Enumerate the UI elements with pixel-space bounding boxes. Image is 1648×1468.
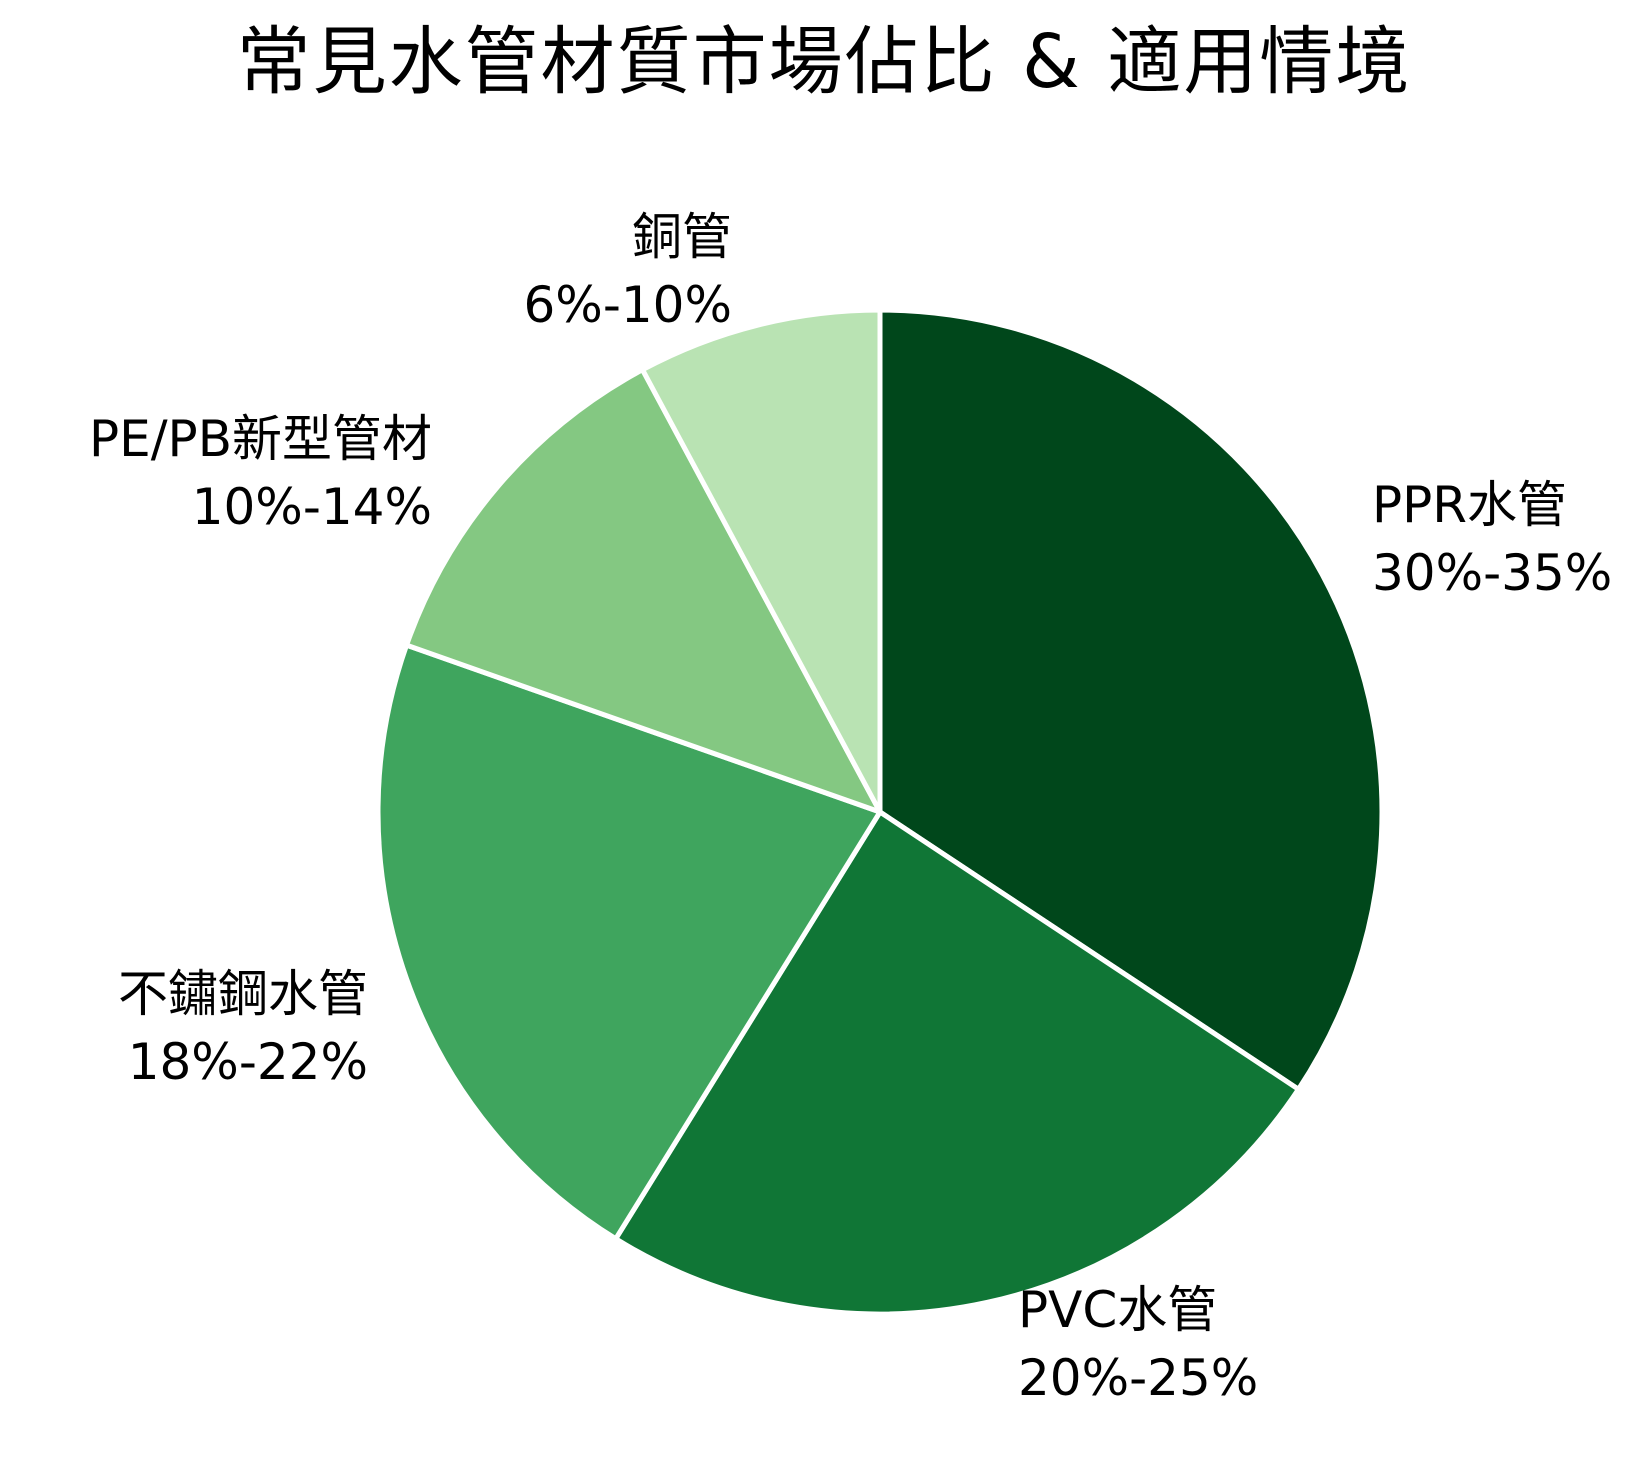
slice-label-pvc-name: PVC水管 — [1018, 1281, 1218, 1339]
pie-slice-pvc — [613, 809, 1301, 1317]
slice-label-ppr: PPR水管 30%-35% — [1372, 471, 1612, 607]
chart-title: 常見水管材質市場佔比 & 適用情境 — [236, 19, 1412, 105]
slice-label-copper-name: 銅管 — [632, 208, 732, 266]
pie-slice-stainless — [375, 642, 883, 1242]
slice-label-pe-pb-range: 10%-14% — [191, 478, 432, 536]
slice-label-stainless: 不鏽鋼水管 18%-22% — [118, 960, 368, 1096]
pie-slice-copper — [640, 307, 883, 815]
slice-label-copper: 銅管 6%-10% — [524, 203, 733, 339]
slice-label-stainless-range: 18%-22% — [127, 1033, 368, 1091]
slice-label-pvc-range: 20%-25% — [1018, 1349, 1259, 1407]
slice-label-pe-pb-name: PE/PB新型管材 — [88, 410, 432, 468]
slice-label-stainless-name: 不鏽鋼水管 — [118, 965, 368, 1023]
slice-label-copper-range: 6%-10% — [523, 276, 733, 334]
slice-label-ppr-name: PPR水管 — [1372, 476, 1568, 534]
slice-label-pe-pb: PE/PB新型管材 10%-14% — [89, 405, 432, 541]
slice-label-ppr-range: 30%-35% — [1372, 544, 1613, 602]
slice-label-pvc: PVC水管 20%-25% — [1018, 1276, 1258, 1412]
pie-slice-pe-pb — [404, 367, 883, 815]
